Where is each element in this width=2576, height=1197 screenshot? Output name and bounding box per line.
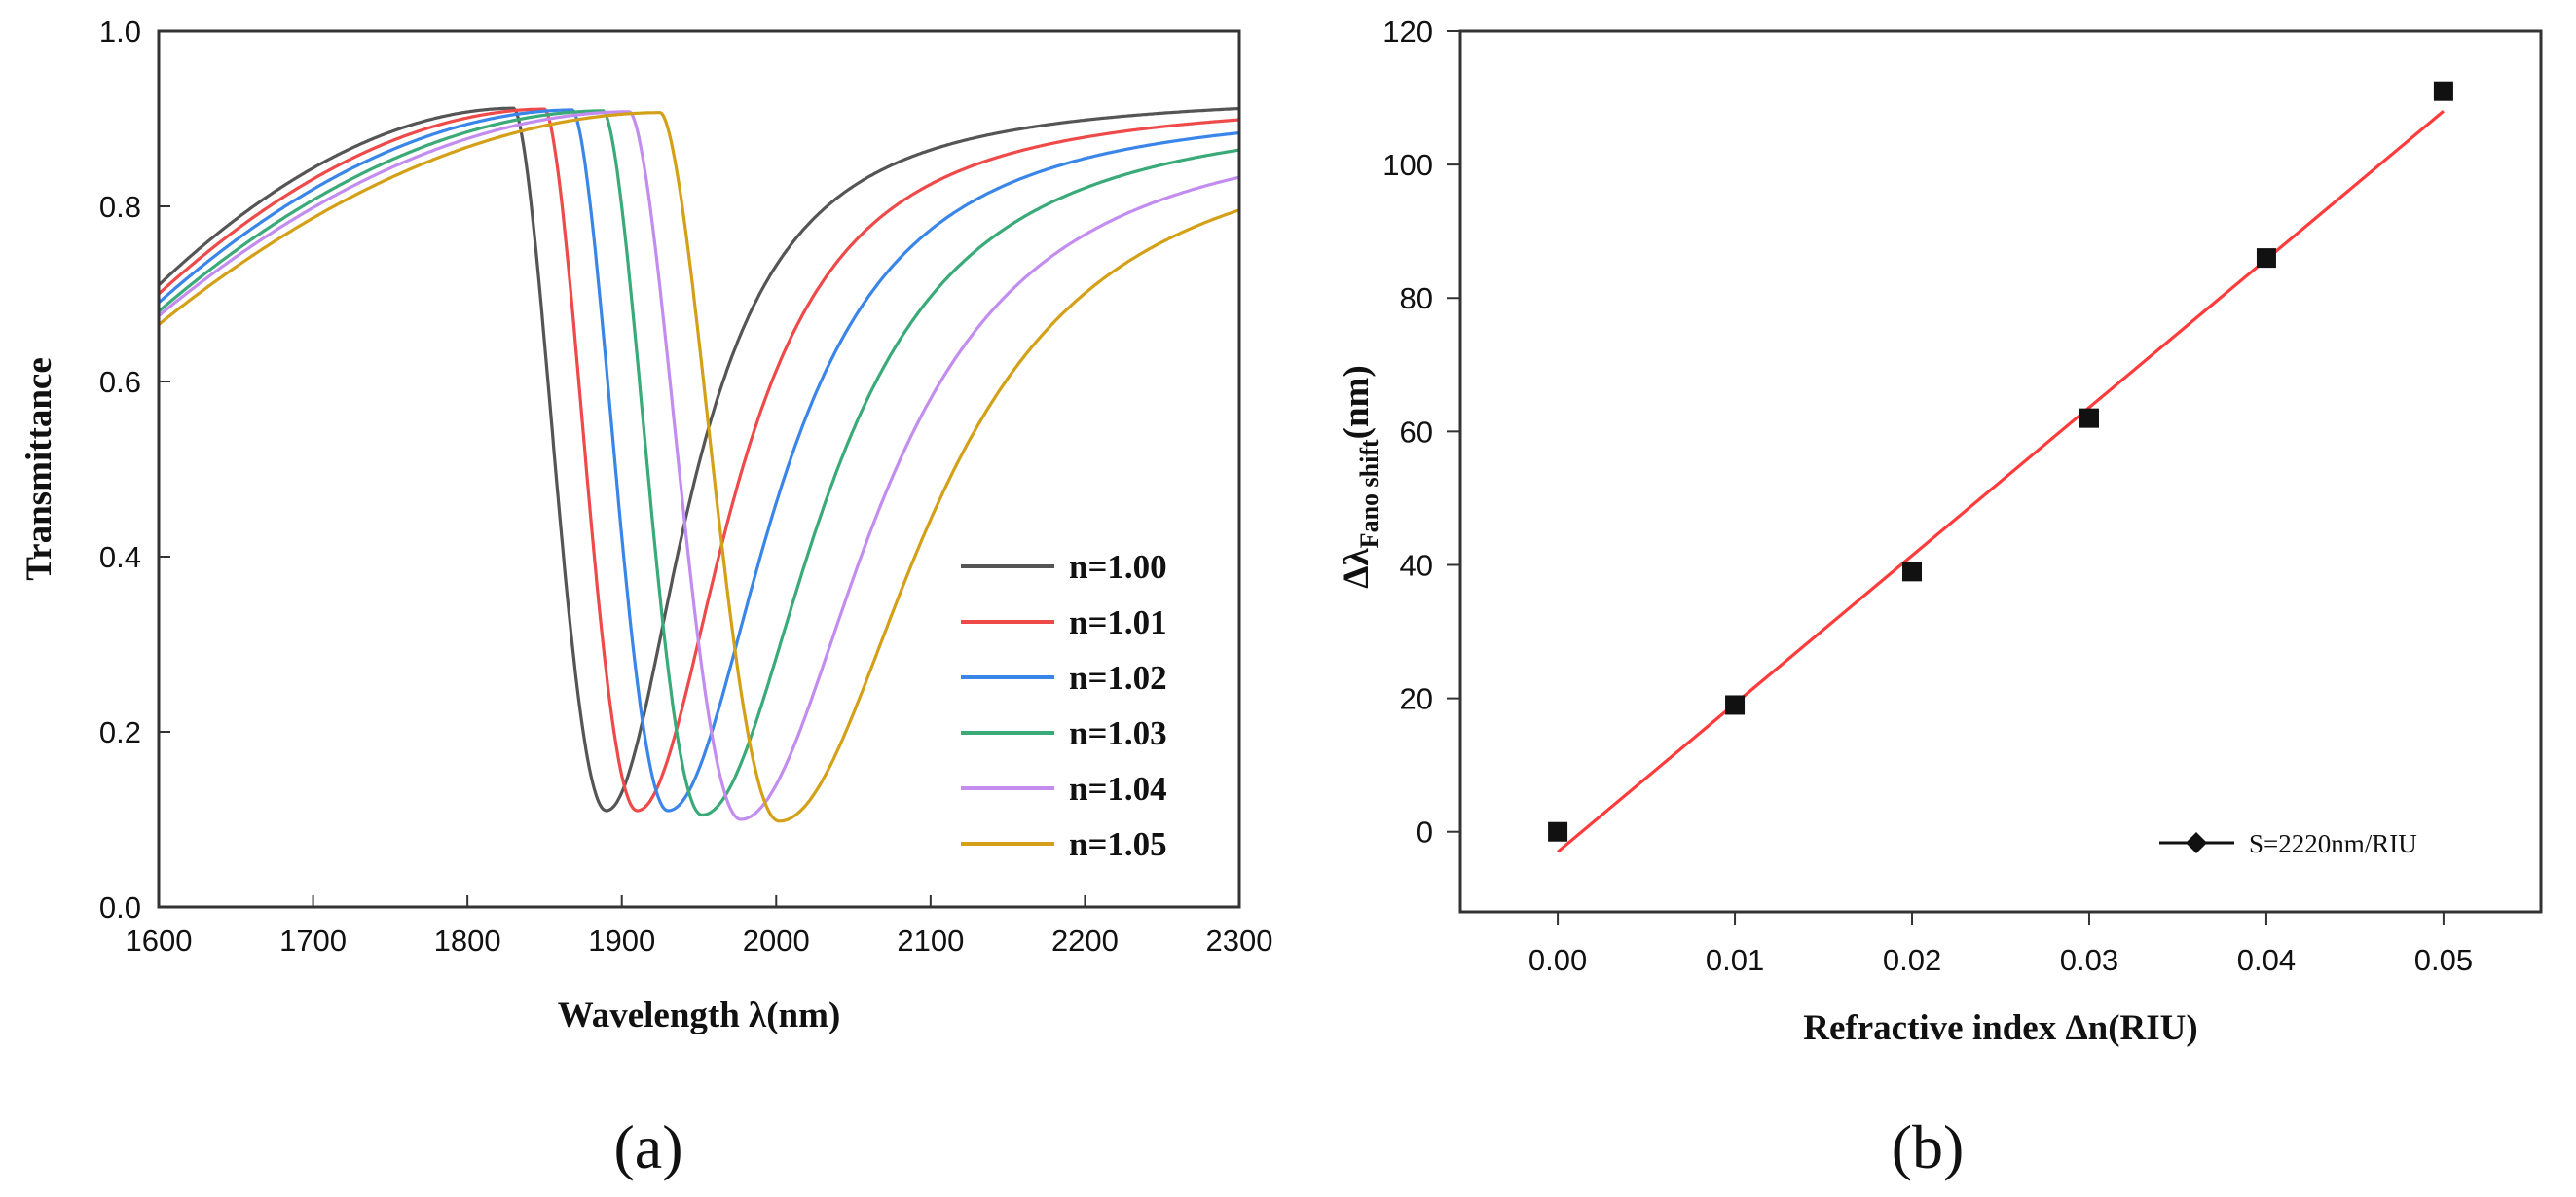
b-x-tick-label: 0.01 — [1706, 943, 1764, 977]
a-legend: n=1.00 n=1.01 n=1.02 n=1.03 n=1.04 n=1.05 — [961, 548, 1167, 863]
b-y-tick-label: 60 — [1400, 415, 1433, 449]
a-x-tick-label: 1600 — [126, 924, 193, 958]
a-x-tick-label: 1900 — [588, 924, 655, 958]
a-legend-label: n=1.01 — [1069, 603, 1167, 641]
b-legend: S=2220nm/RIU — [2159, 829, 2417, 858]
a-plot-frame — [157, 29, 1241, 909]
b-data-point — [2433, 81, 2453, 101]
a-series-line-n-1.05 — [157, 111, 1240, 823]
b-x-tick-label: 0.04 — [2237, 943, 2296, 977]
a-legend-label: n=1.02 — [1069, 659, 1167, 697]
b-y-tick-label: 120 — [1382, 15, 1433, 49]
a-y-tick-label: 0.2 — [99, 715, 141, 749]
panel-a-transmittance-chart: 1600 1700 1800 1900 2000 2100 2200 2300 0.0 0.2 0… — [19, 15, 1272, 1181]
b-legend-label: S=2220nm/RIU — [2249, 829, 2417, 858]
b-y-tick-label: 80 — [1400, 281, 1433, 315]
a-y-tick-label: 1.0 — [99, 15, 141, 49]
b-x-tick-label: 0.02 — [1883, 943, 1941, 977]
a-series-line-n-1.03 — [157, 109, 1240, 817]
a-legend-label: n=1.00 — [1069, 548, 1167, 586]
b-y-tick-label: 100 — [1382, 148, 1433, 182]
b-legend-diamond — [2186, 832, 2207, 853]
a-x-axis-label: Wavelength λ(nm) — [558, 996, 841, 1035]
a-legend-label: n=1.04 — [1069, 770, 1167, 808]
b-x-tick-label: 0.03 — [2060, 943, 2118, 977]
a-y-tick-label: 0.0 — [99, 890, 141, 925]
a-series-line-n-1.02 — [157, 108, 1240, 813]
b-y-axis-label: ΔλFano shift(nm) — [1337, 365, 1383, 588]
b-fit-line — [1557, 110, 2445, 853]
b-data-point — [2256, 248, 2276, 269]
b-data-point — [2079, 408, 2099, 428]
b-y-tick-label: 20 — [1400, 682, 1433, 716]
b-y-tick-label: 40 — [1400, 548, 1433, 582]
panel-b-label: (b) — [1892, 1112, 1965, 1181]
a-x-tick-label: 2200 — [1051, 924, 1119, 958]
a-x-tick-label: 1800 — [434, 924, 501, 958]
b-x-tick-label: 0.00 — [1528, 943, 1587, 977]
b-data-point — [1548, 821, 1568, 842]
a-x-tick-label: 1700 — [279, 924, 347, 958]
b-data-point — [1902, 562, 1923, 582]
a-series-line-n-1.00 — [157, 106, 1240, 813]
b-y-label-main: Δλ — [1337, 547, 1377, 588]
a-y-tick-label: 0.6 — [99, 365, 141, 399]
a-x-tick-label: 2100 — [897, 924, 964, 958]
a-x-tick-label: 2000 — [743, 924, 810, 958]
b-x-axis-label: Refractive index Δn(RIU) — [1803, 1008, 2197, 1048]
a-x-tick-label: 2300 — [1206, 924, 1273, 958]
a-y-tick-label: 0.4 — [99, 540, 141, 574]
a-y-axis-label: Transmittance — [19, 357, 59, 581]
a-legend-label: n=1.03 — [1069, 714, 1167, 752]
b-y-label-sub: Fano shift — [1355, 439, 1383, 548]
b-x-tick-label: 0.05 — [2414, 943, 2473, 977]
panel-b-shift-chart: 0.00 0.01 0.02 0.03 0.04 0.05 0 20 40 60 80 100 120… — [1337, 15, 2543, 1181]
b-y-tick-label: 0 — [1417, 816, 1433, 850]
b-y-label-unit: (nm) — [1337, 365, 1377, 439]
a-legend-label: n=1.05 — [1069, 825, 1167, 863]
b-data-point — [1725, 695, 1746, 715]
panel-a-label: (a) — [613, 1112, 682, 1181]
a-y-tick-label: 0.8 — [99, 190, 141, 224]
b-plot-frame — [1458, 29, 2543, 914]
a-series-lines — [157, 106, 1240, 823]
a-series-line-n-1.04 — [157, 110, 1240, 821]
